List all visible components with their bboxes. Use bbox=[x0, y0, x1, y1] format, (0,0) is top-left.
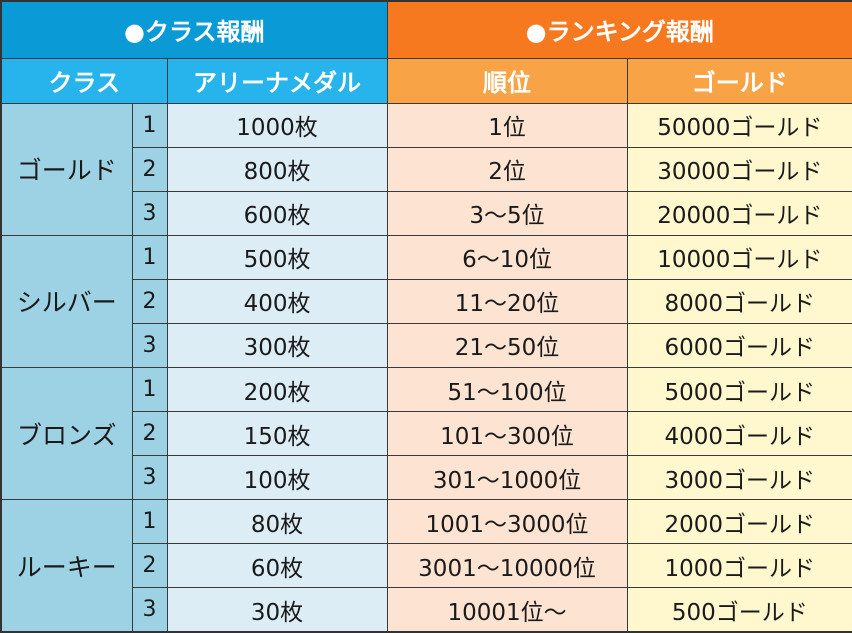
column-header-order: 順位 bbox=[386, 57, 628, 104]
class-rank-cell: 1 bbox=[131, 102, 168, 148]
medal-cell: 60枚 bbox=[166, 543, 388, 589]
class-name-cell: ゴールド bbox=[0, 102, 133, 236]
table-row: 2 60枚 3001〜10000位 1000ゴールド bbox=[1, 543, 852, 589]
order-cell: 2位 bbox=[386, 146, 628, 192]
class-name-cell: ルーキー bbox=[0, 499, 133, 633]
table-row: 3 30枚 10001位〜 500ゴールド bbox=[1, 587, 852, 633]
medal-cell: 30枚 bbox=[166, 587, 388, 633]
medal-cell: 100枚 bbox=[166, 455, 388, 501]
order-cell: 1001〜3000位 bbox=[386, 499, 628, 545]
column-header-class: クラス bbox=[0, 57, 168, 104]
class-rank-cell: 1 bbox=[131, 499, 168, 545]
gold-cell: 500ゴールド bbox=[626, 587, 852, 633]
column-header-gold: ゴールド bbox=[626, 57, 852, 104]
gold-cell: 20000ゴールド bbox=[626, 190, 852, 236]
gold-cell: 4000ゴールド bbox=[626, 411, 852, 457]
table-row: ゴールド 1 1000枚 1位 50000ゴールド bbox=[0, 102, 852, 236]
column-header-row: クラス アリーナメダル 順位 ゴールド bbox=[0, 57, 852, 104]
table-row: 3 600枚 3〜5位 20000ゴールド bbox=[1, 190, 852, 236]
class-name-cell: ブロンズ bbox=[0, 367, 133, 501]
class-rank-cell: 2 bbox=[131, 411, 168, 457]
order-cell: 21〜50位 bbox=[386, 322, 628, 369]
medal-cell: 80枚 bbox=[166, 499, 388, 545]
title-row: ●クラス報酬 ●ランキング報酬 bbox=[0, 0, 852, 59]
gold-cell: 8000ゴールド bbox=[626, 278, 852, 324]
class-rank-cell: 3 bbox=[131, 190, 168, 236]
medal-cell: 500枚 bbox=[166, 234, 388, 280]
order-cell: 51〜100位 bbox=[386, 367, 628, 413]
class-reward-title: ●クラス報酬 bbox=[0, 0, 388, 59]
table-row: 3 100枚 301〜1000位 3000ゴールド bbox=[1, 455, 852, 501]
gold-cell: 1000ゴールド bbox=[626, 543, 852, 589]
table-row: 2 400枚 11〜20位 8000ゴールド bbox=[1, 278, 852, 324]
medal-cell: 600枚 bbox=[166, 190, 388, 236]
gold-cell: 10000ゴールド bbox=[626, 234, 852, 280]
class-rank-cell: 2 bbox=[131, 146, 168, 192]
gold-cell: 30000ゴールド bbox=[626, 146, 852, 192]
order-cell: 3001〜10000位 bbox=[386, 543, 628, 589]
medal-cell: 1000枚 bbox=[166, 102, 388, 148]
class-rank-cell: 2 bbox=[131, 278, 168, 324]
class-rank-cell: 3 bbox=[131, 455, 168, 501]
table-row: 3 300枚 21〜50位 6000ゴールド bbox=[1, 322, 852, 369]
column-header-medal: アリーナメダル bbox=[166, 57, 388, 104]
gold-cell: 5000ゴールド bbox=[626, 367, 852, 413]
medal-cell: 200枚 bbox=[166, 367, 388, 413]
table-row: 2 150枚 101〜300位 4000ゴールド bbox=[1, 411, 852, 457]
gold-cell: 3000ゴールド bbox=[626, 455, 852, 501]
class-rank-cell: 3 bbox=[131, 587, 168, 633]
table-row: シルバー 1 500枚 6〜10位 10000ゴールド bbox=[0, 234, 852, 369]
class-rank-cell: 3 bbox=[131, 322, 168, 369]
order-cell: 101〜300位 bbox=[386, 411, 628, 457]
gold-cell: 50000ゴールド bbox=[626, 102, 852, 148]
order-cell: 6〜10位 bbox=[386, 234, 628, 280]
medal-cell: 800枚 bbox=[166, 146, 388, 192]
class-rank-cell: 2 bbox=[131, 543, 168, 589]
medal-cell: 300枚 bbox=[166, 322, 388, 369]
table-row: ルーキー 1 80枚 1001〜3000位 2000ゴールド bbox=[0, 499, 852, 633]
table-row: 2 800枚 2位 30000ゴールド bbox=[1, 146, 852, 192]
order-cell: 10001位〜 bbox=[386, 587, 628, 633]
class-name-cell: シルバー bbox=[0, 234, 133, 369]
medal-cell: 400枚 bbox=[166, 278, 388, 324]
class-rank-cell: 1 bbox=[131, 367, 168, 413]
order-cell: 3〜5位 bbox=[386, 190, 628, 236]
ranking-reward-title: ●ランキング報酬 bbox=[386, 0, 852, 59]
order-cell: 301〜1000位 bbox=[386, 455, 628, 501]
gold-cell: 6000ゴールド bbox=[626, 322, 852, 369]
order-cell: 1位 bbox=[386, 102, 628, 148]
gold-cell: 2000ゴールド bbox=[626, 499, 852, 545]
order-cell: 11〜20位 bbox=[386, 278, 628, 324]
class-rank-cell: 1 bbox=[131, 234, 168, 280]
medal-cell: 150枚 bbox=[166, 411, 388, 457]
table-row: ブロンズ 1 200枚 51〜100位 5000ゴールド bbox=[0, 367, 852, 501]
